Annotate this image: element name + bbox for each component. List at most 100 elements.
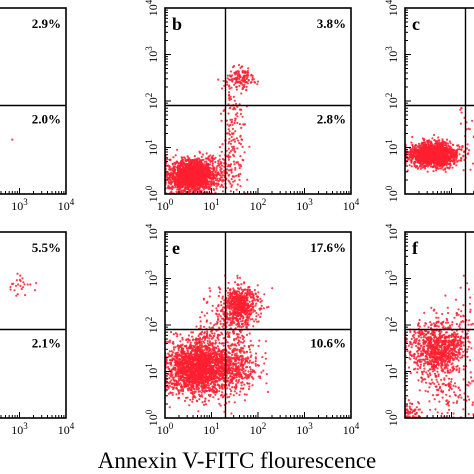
data-point — [205, 152, 208, 155]
panel-a: 1001011021031042.9%2.0% — [0, 7, 75, 213]
data-point — [202, 158, 205, 161]
data-point — [229, 150, 232, 153]
data-point — [227, 179, 230, 182]
data-point — [445, 138, 449, 141]
data-point — [456, 160, 459, 163]
data-point — [237, 175, 240, 178]
data-point — [433, 139, 436, 142]
data-point — [462, 169, 465, 172]
data-point — [227, 156, 230, 159]
data-point — [184, 184, 187, 187]
data-point — [185, 186, 188, 189]
data-point — [229, 142, 233, 145]
data-point — [200, 155, 203, 158]
data-point — [179, 190, 182, 193]
data-point — [169, 158, 172, 161]
data-point — [182, 164, 185, 167]
data-point — [236, 112, 239, 115]
data-point — [245, 88, 248, 91]
data-point — [440, 164, 443, 167]
data-point — [203, 163, 206, 166]
data-point — [209, 181, 212, 184]
data-point — [233, 106, 236, 109]
data-point — [458, 153, 461, 156]
data-point — [196, 160, 199, 163]
data-point — [191, 172, 194, 175]
data-point — [235, 70, 238, 73]
data-point — [232, 95, 235, 98]
data-point — [214, 156, 217, 159]
data-point — [173, 177, 176, 180]
data-point — [220, 176, 223, 179]
data-point — [200, 185, 203, 188]
data-point — [236, 147, 239, 150]
data-point — [171, 162, 174, 165]
data-point — [207, 180, 211, 183]
data-point — [209, 174, 212, 177]
data-point — [215, 167, 218, 170]
data-point — [198, 184, 201, 187]
data-point — [234, 117, 237, 120]
data-point — [410, 165, 413, 168]
data-point — [185, 163, 188, 166]
data-point — [232, 138, 235, 141]
data-point — [166, 176, 169, 179]
data-point — [443, 168, 447, 171]
data-point — [187, 177, 190, 180]
data-point — [215, 182, 218, 185]
data-point — [227, 169, 231, 172]
x-tick-label: 104 — [343, 197, 360, 213]
quadrant-label-upper-right: 3.8% — [317, 16, 346, 31]
data-point — [415, 165, 418, 168]
data-point — [175, 178, 178, 181]
data-point — [166, 186, 169, 189]
quadrant-label-lower-right: 2.0% — [32, 112, 61, 127]
data-point — [230, 168, 233, 171]
data-point — [175, 175, 178, 178]
x-tick-label: 104 — [58, 197, 75, 213]
data-point — [170, 183, 173, 186]
data-point — [233, 71, 236, 74]
data-point — [236, 183, 239, 186]
data-point — [238, 122, 241, 126]
data-point — [419, 167, 423, 170]
data-point — [222, 109, 225, 113]
data-point — [225, 172, 229, 175]
data-point — [174, 162, 177, 165]
data-point — [197, 170, 201, 173]
data-point — [228, 97, 231, 100]
data-point — [233, 179, 236, 182]
data-point — [233, 83, 236, 86]
data-point — [195, 177, 198, 180]
data-point — [239, 155, 242, 158]
x-tick-label: 102 — [250, 197, 267, 213]
x-tick-label: 103 — [11, 197, 28, 213]
data-point — [226, 168, 229, 171]
data-point — [439, 143, 442, 146]
data-point — [195, 165, 198, 168]
data-point — [215, 187, 218, 190]
data-point — [200, 165, 203, 169]
data-point — [186, 180, 190, 184]
data-point — [230, 139, 233, 142]
data-point — [215, 185, 218, 188]
data-point — [235, 79, 238, 82]
data-point — [230, 78, 233, 82]
data-point — [246, 178, 249, 181]
data-point — [220, 161, 223, 164]
data-point — [236, 121, 239, 124]
data-point — [203, 177, 206, 180]
data-point — [232, 145, 235, 148]
data-point — [235, 174, 238, 177]
data-point — [193, 162, 196, 165]
data-point — [212, 169, 215, 172]
data-point — [239, 172, 242, 175]
data-point — [256, 83, 259, 86]
data-point — [184, 165, 187, 169]
data-point — [168, 165, 171, 168]
data-point — [181, 170, 184, 173]
data-point — [228, 78, 231, 81]
data-point — [220, 171, 223, 174]
data-point — [234, 168, 237, 171]
data-point — [229, 106, 232, 109]
